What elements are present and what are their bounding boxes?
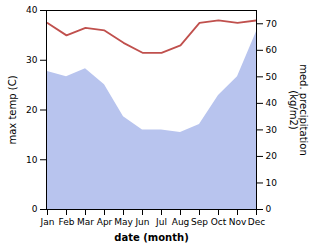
svg-text:40: 40	[26, 5, 38, 15]
svg-text:May: May	[114, 217, 133, 227]
svg-text:20: 20	[26, 105, 38, 115]
svg-text:Sep: Sep	[191, 217, 208, 227]
svg-text:60: 60	[266, 45, 278, 55]
svg-text:Feb: Feb	[59, 217, 75, 227]
svg-text:Nov: Nov	[229, 217, 247, 227]
svg-text:Jan: Jan	[40, 217, 55, 227]
svg-text:30: 30	[26, 55, 38, 65]
svg-text:Aug: Aug	[172, 217, 190, 227]
svg-text:50: 50	[266, 72, 278, 82]
svg-text:10: 10	[26, 155, 38, 165]
svg-text:0: 0	[266, 204, 272, 214]
svg-text:Jul: Jul	[155, 217, 167, 227]
svg-text:70: 70	[266, 19, 278, 29]
svg-text:0: 0	[32, 204, 38, 214]
svg-text:Jun: Jun	[134, 217, 149, 227]
svg-text:Oct: Oct	[211, 217, 227, 227]
svg-text:20: 20	[266, 151, 278, 161]
svg-text:30: 30	[266, 125, 278, 135]
svg-text:Dec: Dec	[248, 217, 265, 227]
svg-text:med. precipitation(kg/m2): med. precipitation(kg/m2)	[288, 64, 309, 156]
svg-text:max temp (C): max temp (C)	[7, 75, 18, 144]
svg-text:10: 10	[266, 178, 278, 188]
svg-text:date (month): date (month)	[114, 232, 188, 243]
svg-text:Apr: Apr	[97, 217, 113, 227]
svg-text:Mar: Mar	[77, 217, 94, 227]
svg-text:40: 40	[266, 98, 278, 108]
